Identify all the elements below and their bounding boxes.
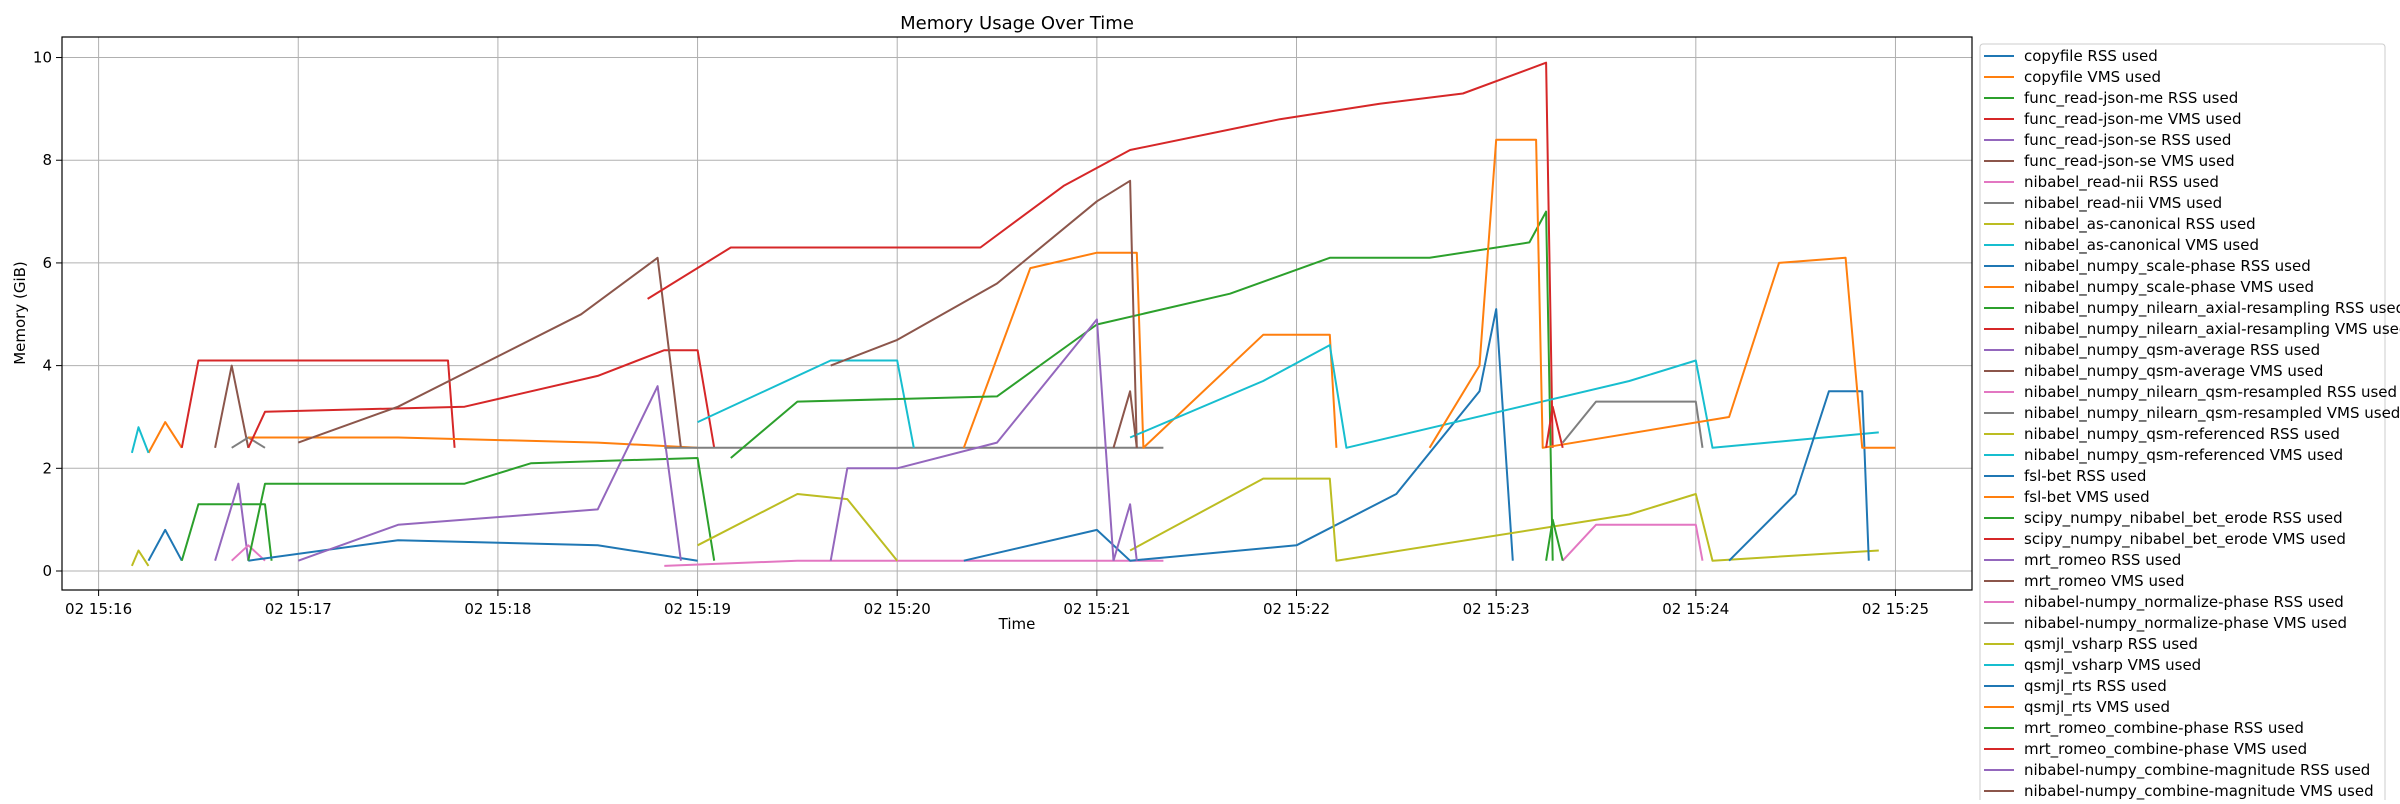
- legend-entry: scipy_numpy_nibabel_bet_erode VMS used: [2024, 530, 2346, 549]
- x-tick-label: 02 15:25: [1862, 600, 1929, 618]
- plot-area-frame: [61, 36, 1973, 591]
- y-tick-label: 6: [42, 254, 52, 272]
- legend-entry: nibabel_numpy_qsm-average RSS used: [2024, 341, 2320, 360]
- y-tick-label: 10: [33, 49, 52, 67]
- series-line: [180, 359, 456, 448]
- legend-entry: qsmjl_rts VMS used: [2024, 698, 2170, 717]
- y-tick-label: 2: [42, 459, 52, 477]
- legend-entry: nibabel_as-canonical RSS used: [2024, 215, 2256, 234]
- plot-lines: [130, 61, 1896, 567]
- series-line: [130, 549, 150, 567]
- x-tick-label: 02 15:18: [464, 600, 531, 618]
- y-tick-label: 0: [42, 562, 52, 580]
- legend-entry: nibabel_numpy_nilearn_axial-resampling R…: [2024, 299, 2400, 318]
- series-line: [1129, 477, 1879, 562]
- legend-box: [1979, 43, 2386, 804]
- legend-entry: func_read-json-se RSS used: [2024, 131, 2231, 150]
- legend-entry: qsmjl_rts RSS used: [2024, 677, 2167, 696]
- series-line: [697, 493, 898, 562]
- legend-entry: nibabel_numpy_nilearn_qsm-resampled RSS …: [2024, 383, 2397, 402]
- series-line: [1112, 390, 1138, 449]
- legend-entry: mrt_romeo_combine-phase VMS used: [2024, 740, 2307, 759]
- series-line: [214, 364, 250, 448]
- legend-entry: nibabel-numpy_normalize-phase VMS used: [2024, 614, 2347, 633]
- series-line: [147, 528, 183, 562]
- x-tick-label: 02 15:20: [864, 600, 931, 618]
- series-line: [963, 308, 1514, 562]
- legend-entry: nibabel_numpy_scale-phase VMS used: [2024, 278, 2314, 297]
- x-tick-label: 02 15:22: [1263, 600, 1330, 618]
- series-line: [1561, 523, 1704, 562]
- legend-entry: nibabel_numpy_qsm-referenced VMS used: [2024, 446, 2343, 465]
- legend-entry: nibabel_as-canonical VMS used: [2024, 236, 2259, 255]
- series-line: [1112, 503, 1138, 561]
- series-line: [1561, 400, 1704, 448]
- legend-entry: mrt_romeo VMS used: [2024, 572, 2185, 591]
- x-tick-label: 02 15:23: [1463, 600, 1530, 618]
- x-tick-label: 02 15:24: [1662, 600, 1729, 618]
- series-line: [130, 426, 150, 454]
- series-line: [147, 421, 183, 454]
- legend-entry: mrt_romeo_combine-phase RSS used: [2024, 719, 2304, 738]
- legend-entry: nibabel-numpy_combine-magnitude VMS used: [2024, 782, 2374, 800]
- legend-entry: copyfile VMS used: [2024, 68, 2161, 86]
- x-tick-label: 02 15:16: [65, 600, 132, 618]
- series-line: [247, 349, 716, 449]
- legend-entry: mrt_romeo RSS used: [2024, 551, 2181, 570]
- series-line: [248, 539, 698, 562]
- y-tick-label: 8: [42, 151, 52, 169]
- legend-entry: func_read-json-me VMS used: [2024, 110, 2242, 129]
- legend-entry: nibabel_numpy_nilearn_axial-resampling V…: [2024, 320, 2400, 339]
- x-tick-label: 02 15:17: [265, 600, 332, 618]
- legend-entry: nibabel_numpy_qsm-referenced RSS used: [2024, 425, 2340, 444]
- legend-entry: nibabel-numpy_normalize-phase RSS used: [2024, 593, 2344, 612]
- series-line: [297, 385, 682, 562]
- legend-entry: nibabel-numpy_combine-magnitude RSS used: [2024, 761, 2370, 780]
- y-tick-label: 4: [42, 357, 52, 375]
- chart-title: Memory Usage Over Time: [900, 13, 1134, 34]
- legend-entry: nibabel_numpy_nilearn_qsm-resampled VMS …: [2024, 404, 2400, 423]
- series-line: [214, 482, 250, 561]
- legend-entry: nibabel_numpy_qsm-average VMS used: [2024, 362, 2323, 381]
- legend-entry: nibabel_numpy_scale-phase RSS used: [2024, 257, 2311, 276]
- x-axis-ticks: 02 15:16 02 15:17 02 15:18 02 15:19 02 15:20…: [65, 590, 1929, 618]
- legend: copyfile RSS used copyfile VMS used func_r…: [1979, 43, 2400, 804]
- legend-entry: nibabel_read-nii RSS used: [2024, 173, 2219, 192]
- legend-entry: fsl-bet VMS used: [2024, 488, 2150, 506]
- series-line: [1428, 138, 1896, 449]
- legend-entry: qsmjl_vsharp VMS used: [2024, 656, 2201, 675]
- legend-entry: func_read-json-me RSS used: [2024, 89, 2238, 108]
- legend-entry: qsmjl_vsharp RSS used: [2024, 635, 2198, 654]
- series-line: [829, 318, 1115, 561]
- y-axis-ticks: 0 2 4 6 8 10: [33, 49, 62, 580]
- series-line: [697, 359, 915, 448]
- series-line: [297, 256, 682, 448]
- y-axis-label: Memory (GiB): [11, 261, 29, 365]
- series-line: [248, 436, 698, 449]
- series-line: [1545, 405, 1564, 449]
- series-line: [647, 61, 1554, 448]
- legend-entry: scipy_numpy_nibabel_bet_erode RSS used: [2024, 509, 2343, 528]
- series-line: [962, 251, 1338, 449]
- series-line: [1129, 344, 1879, 449]
- series-line: [1545, 518, 1564, 561]
- series-line: [830, 179, 1138, 448]
- grid: [62, 37, 1972, 590]
- x-axis-label: Time: [998, 615, 1036, 633]
- legend-entry: func_read-json-se VMS used: [2024, 152, 2235, 171]
- legend-entry: nibabel_read-nii VMS used: [2024, 194, 2222, 213]
- series-line: [664, 559, 1164, 567]
- legend-entry: copyfile RSS used: [2024, 47, 2158, 65]
- legend-entry: fsl-bet RSS used: [2024, 467, 2146, 485]
- x-tick-label: 02 15:19: [664, 600, 731, 618]
- x-tick-label: 02 15:21: [1063, 600, 1130, 618]
- series-line: [231, 544, 266, 562]
- series-line: [247, 457, 716, 561]
